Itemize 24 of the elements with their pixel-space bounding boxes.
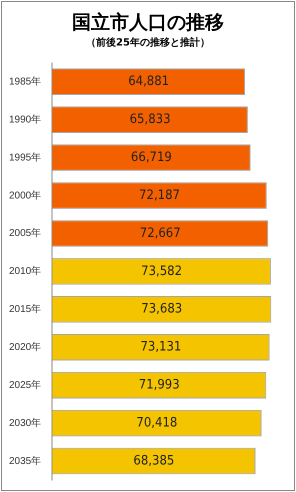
data-label: 66,719 — [130, 150, 172, 165]
chart-subtitle: （前後25年の推移と推計） — [86, 36, 210, 48]
data-label: 70,418 — [136, 415, 178, 430]
data-label: 64,881 — [128, 74, 170, 90]
data-label: 65,833 — [130, 112, 171, 128]
y-tick-label: 2020年 — [8, 341, 42, 354]
y-tick-label: 2015年 — [8, 303, 42, 316]
y-tick-label: 2030年 — [8, 416, 42, 429]
y-tick-label: 2010年 — [8, 265, 42, 278]
data-label: 73,131 — [140, 340, 182, 355]
data-label: 68,385 — [133, 453, 174, 468]
chart-title: 国立市人口の推移 — [72, 11, 224, 34]
y-tick-label: 1985年 — [8, 76, 42, 88]
y-tick-label: 2005年 — [8, 227, 42, 240]
y-tick-label: 2035年 — [8, 454, 42, 467]
y-tick-label: 1995年 — [8, 151, 42, 164]
data-label: 73,683 — [141, 302, 182, 317]
data-label: 71,993 — [138, 378, 180, 393]
data-label: 72,667 — [140, 226, 181, 241]
y-tick-label: 2000年 — [8, 189, 42, 202]
data-label: 72,187 — [139, 188, 180, 203]
data-label: 73,582 — [141, 264, 182, 279]
y-tick-label: 1990年 — [8, 113, 42, 126]
y-tick-label: 2025年 — [8, 378, 42, 391]
